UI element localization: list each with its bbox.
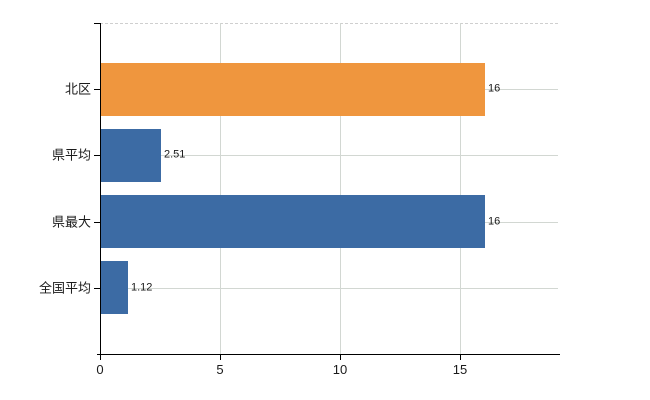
category-label: 県平均 [51, 147, 91, 163]
grid-line-vertical [340, 23, 341, 354]
value-label: 2.51 [164, 148, 186, 161]
x-tick-label: 0 [96, 362, 104, 377]
bar-2 [101, 129, 161, 182]
category-label: 県最大 [51, 214, 91, 230]
x-tick-label: 5 [216, 362, 224, 377]
x-tick-label: 10 [332, 362, 348, 377]
y-axis [100, 23, 101, 354]
y-axis-top-tick [94, 23, 100, 24]
grid-line-horizontal [100, 155, 558, 156]
x-axis [97, 354, 560, 355]
x-axis-tick [220, 355, 221, 360]
plot-top-border [100, 23, 558, 24]
bar-3 [101, 195, 485, 248]
bar-1 [101, 63, 485, 116]
category-label: 北区 [64, 81, 91, 97]
bar-4 [101, 261, 128, 314]
x-axis-tick [460, 355, 461, 360]
y-axis-tick [94, 222, 100, 223]
x-axis-tick [340, 355, 341, 360]
value-label: 16 [488, 215, 501, 228]
x-axis-tick [100, 355, 101, 360]
y-axis-tick [94, 89, 100, 90]
y-axis-tick [94, 288, 100, 289]
category-label: 全国平均 [38, 280, 91, 296]
x-tick-label: 15 [452, 362, 468, 377]
value-label: 1.12 [131, 281, 153, 294]
grid-line-vertical [460, 23, 461, 354]
grid-line-vertical [220, 23, 221, 354]
value-label: 16 [488, 82, 501, 95]
y-axis-tick [94, 155, 100, 156]
grid-line-horizontal [100, 288, 558, 289]
